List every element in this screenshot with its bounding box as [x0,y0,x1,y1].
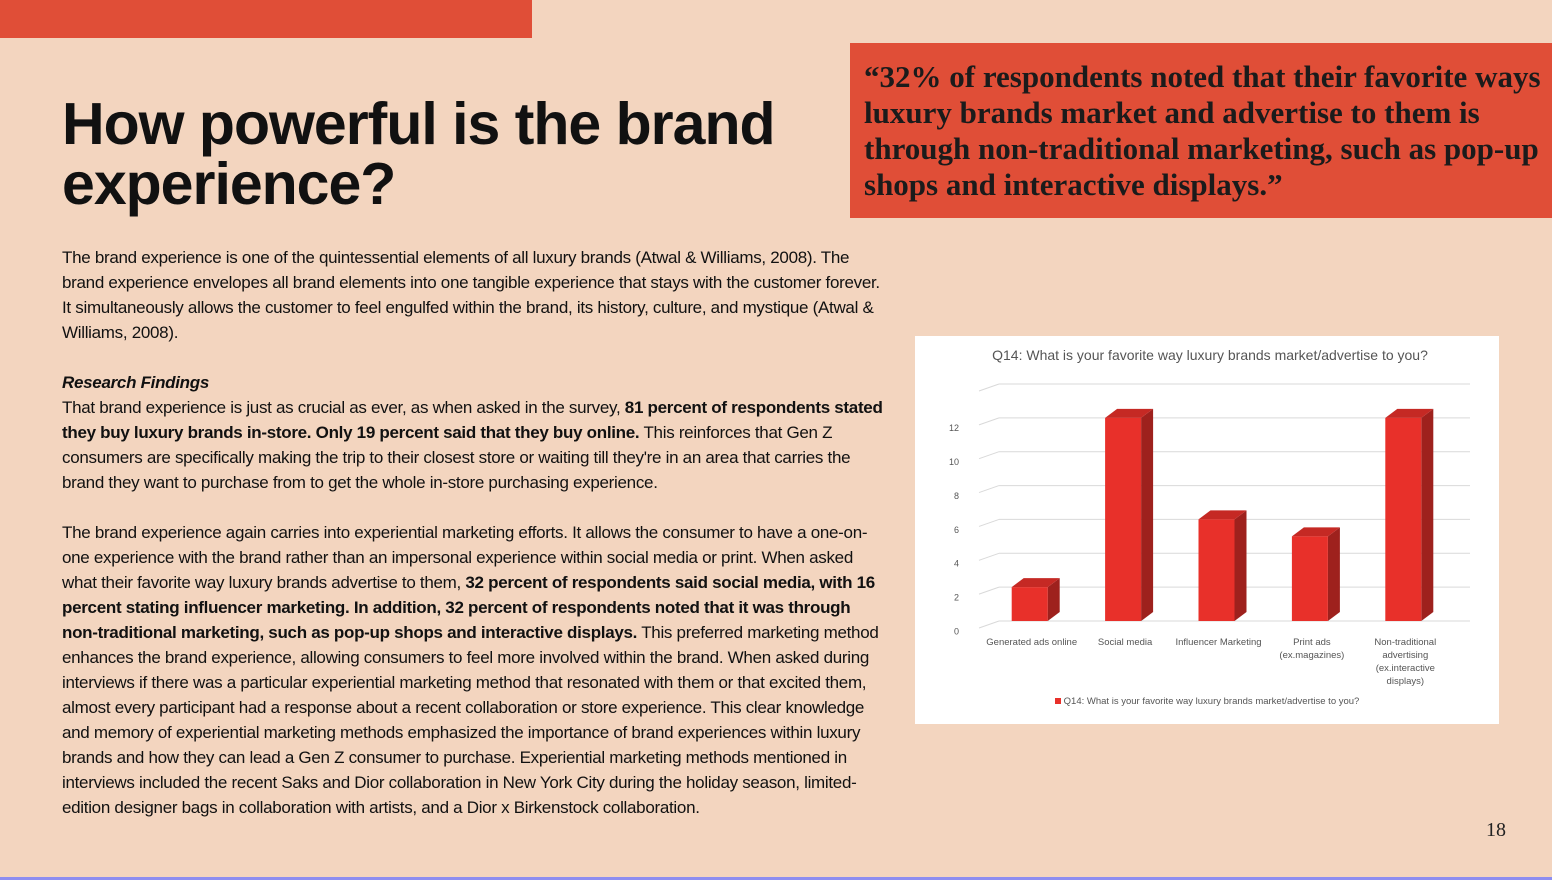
chart: 0 2 4 6 8 10 12 Q14: What is your favorite way… [915,336,1499,724]
bold-text: 81 percent of respondents stated they bu… [62,398,883,442]
grid-slant [978,485,1000,494]
y-tick-label: 12 [949,423,959,433]
plot-frame [978,383,1000,392]
bar [1291,527,1340,621]
bar-side [1421,408,1434,621]
x-tick-label: Influencer Marketing [1175,637,1262,648]
x-tick-label: Social media [1097,637,1153,648]
text-run: The brand experience again carries into … [62,523,868,592]
x-tick-label: Print ads (ex.magazines) [1279,637,1345,661]
paragraph: Research Findings That brand experience i… [62,370,887,495]
bar-top [1385,408,1434,418]
bar [1011,578,1060,621]
bar-top [1105,408,1154,418]
legend-swatch [1054,698,1061,705]
grid-slant [978,451,1000,460]
bar-front [1291,536,1328,621]
bar-top [1198,510,1247,520]
bar-side [1234,510,1247,621]
bar-front [1105,417,1142,621]
text-run: That brand experience is just as crucial… [62,398,625,417]
y-tick-label: 8 [954,491,959,501]
top-bar [0,0,532,38]
bar [1385,408,1434,621]
text-run: This preferred marketing method enhances… [62,623,879,817]
bar-front [1011,587,1048,621]
x-tick-label: Generated ads online [986,637,1078,648]
bar [1198,510,1247,621]
bold-text: 32 percent of respondents said social me… [62,573,875,642]
bar-front [1385,417,1422,621]
bar-side [1327,527,1340,621]
chart-plot: 0 2 4 6 8 10 12 [949,383,1470,636]
pull-quote: “32% of respondents noted that their fav… [850,43,1552,218]
y-tick-label: 6 [954,525,959,535]
grid-slant [978,552,1000,561]
section-heading: Research Findings [62,373,209,392]
bar-side [1141,408,1154,621]
bar-side [1047,578,1060,621]
bar-front [1198,519,1235,621]
x-tick-label: Non-traditional advertising (ex.interact… [1374,637,1437,687]
text-run: The brand experience is one of the quint… [62,248,880,342]
text-run: This reinforces that Gen Z consumers are… [62,423,851,492]
legend-label: Q14: What is your favorite way luxury br… [1063,696,1360,707]
page-number: 18 [1486,819,1506,841]
y-tick-label: 4 [954,559,959,569]
grid-slant [978,620,1000,629]
chart-title: Q14: What is your favorite way luxury br… [992,347,1428,363]
paragraph: The brand experience is one of the quint… [62,245,887,345]
grid-slant [978,586,1000,595]
y-tick-label: 2 [954,593,959,603]
grid-slant [978,518,1000,527]
y-tick-label: 10 [949,457,959,467]
body-text: The brand experience is one of the quint… [62,245,887,845]
bar-top [1291,527,1340,537]
grid-slant [978,417,1000,426]
y-tick-label: 0 [954,626,959,636]
bar [1105,408,1154,621]
bar-top [1011,578,1060,588]
page-title: How powerful is the brand experience? [62,91,776,217]
legend: Q14: What is your favorite way luxury br… [915,696,1499,707]
bottom-line [0,877,1552,880]
paragraph: The brand experience again carries into … [62,520,887,820]
